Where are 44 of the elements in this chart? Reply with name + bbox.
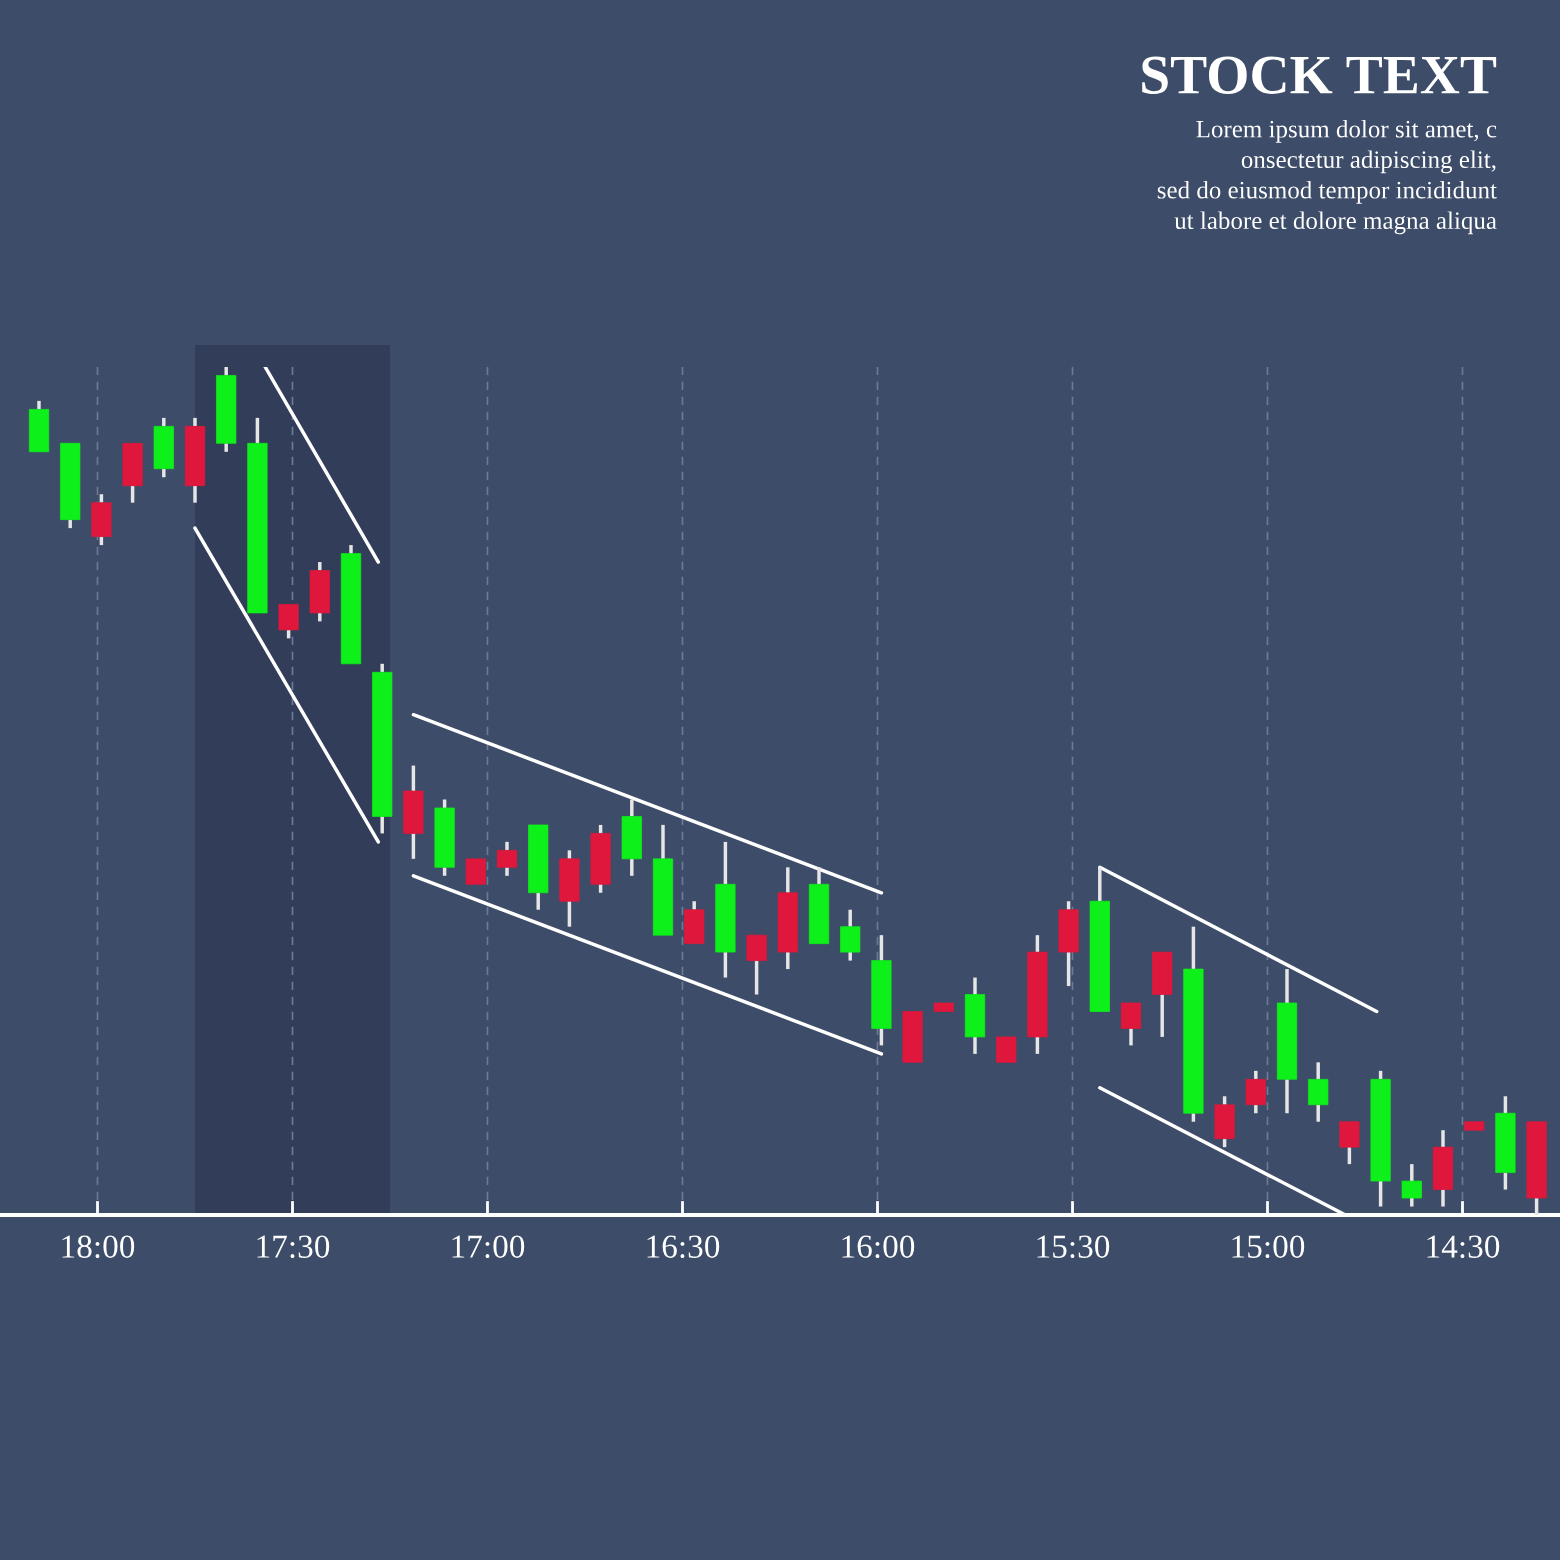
chart-subtitle: Lorem ipsum dolor sit amet, c onsectetur adipiscing elit, sed do eiusmod tempor incididunt ut labore et dolore magna aliqua [1157,120,1497,235]
candlestick [60,442,81,530]
candlestick [496,840,518,876]
candlestick [1120,1002,1142,1046]
candlestick [340,545,362,665]
candlestick [372,663,393,834]
candlestick [996,1036,1017,1063]
x-tick-label: 18:00 [62,1235,135,1259]
candlestick [528,824,549,910]
x-tick-label: 15:00 [1232,1235,1305,1259]
candlestick [184,416,206,503]
x-tick-label: 15:30 [1037,1235,1110,1259]
candlestick [216,367,237,452]
x-tick-label: 17:30 [257,1235,330,1259]
candlestick [933,1002,954,1012]
candlestick [403,765,424,859]
candlestick [684,901,705,944]
candlestick [465,858,486,885]
candlestick [309,562,330,622]
candlestick [28,399,50,453]
candlestick [652,823,674,936]
candlestick [1276,969,1298,1114]
candlestick [715,840,736,978]
candlestick [247,416,268,614]
x-tick-label: 16:30 [647,1235,720,1259]
candlestick [1432,1130,1454,1207]
candlestick [902,1011,923,1063]
candlestick [777,867,798,971]
candlestick [1245,1070,1266,1114]
candlestick [153,416,174,478]
candlestick [808,867,830,944]
candlestick [1401,1164,1422,1207]
candlestick [1464,1121,1485,1131]
candlestick [621,799,642,876]
x-tick-label: 14:30 [1427,1235,1500,1259]
candlestick [1152,951,1173,1037]
candlestick [1308,1062,1329,1122]
x-tick-label: 16:00 [842,1235,915,1259]
candlestick [964,977,986,1054]
chart-title: STOCK TEXT [1142,56,1497,94]
x-tick-label: 17:00 [452,1235,525,1259]
candlestick [746,934,767,995]
candlestick [840,909,861,961]
candlestick [1089,867,1110,1012]
